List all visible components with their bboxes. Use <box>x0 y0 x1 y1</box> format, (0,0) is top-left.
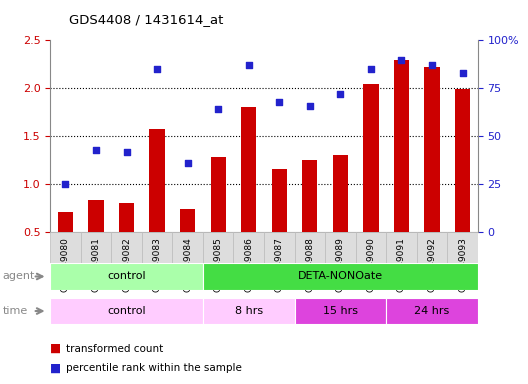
Bar <box>119 203 134 232</box>
Text: GSM549088: GSM549088 <box>305 237 314 292</box>
Text: 24 hrs: 24 hrs <box>414 306 450 316</box>
Bar <box>50 298 203 324</box>
Point <box>61 181 70 187</box>
Bar <box>211 157 226 232</box>
Bar <box>241 107 257 232</box>
Point <box>366 66 375 72</box>
Point <box>183 160 192 166</box>
Text: transformed count: transformed count <box>66 344 163 354</box>
Bar <box>333 155 348 232</box>
Bar <box>149 129 165 232</box>
Bar <box>425 67 440 232</box>
Point <box>122 149 131 155</box>
Bar <box>180 209 195 232</box>
Bar <box>455 89 470 232</box>
Text: DETA-NONOate: DETA-NONOate <box>298 271 383 281</box>
Text: GSM549084: GSM549084 <box>183 237 192 292</box>
Text: control: control <box>107 271 146 281</box>
Bar <box>271 169 287 232</box>
Bar <box>142 232 172 263</box>
Text: GSM549089: GSM549089 <box>336 237 345 292</box>
Text: GDS4408 / 1431614_at: GDS4408 / 1431614_at <box>69 13 223 26</box>
Point <box>397 56 406 63</box>
Text: GSM549080: GSM549080 <box>61 237 70 292</box>
Point <box>92 147 100 153</box>
Text: control: control <box>107 306 146 316</box>
Point <box>428 62 436 68</box>
Bar <box>203 298 295 324</box>
Bar <box>417 232 447 263</box>
Bar <box>363 84 379 232</box>
Point <box>336 91 345 97</box>
Text: agent: agent <box>3 271 35 281</box>
Text: GSM549092: GSM549092 <box>428 237 437 292</box>
Bar <box>356 232 386 263</box>
Bar <box>295 298 386 324</box>
Text: 15 hrs: 15 hrs <box>323 306 358 316</box>
Bar <box>264 232 295 263</box>
Text: GSM549090: GSM549090 <box>366 237 375 292</box>
Text: GSM549081: GSM549081 <box>91 237 100 292</box>
Text: GSM549083: GSM549083 <box>153 237 162 292</box>
Text: ■: ■ <box>50 361 61 374</box>
Text: 8 hrs: 8 hrs <box>234 306 263 316</box>
Bar <box>325 232 356 263</box>
Bar <box>111 232 142 263</box>
Text: ■: ■ <box>50 342 61 355</box>
Bar <box>50 263 203 290</box>
Text: GSM549086: GSM549086 <box>244 237 253 292</box>
Text: GSM549085: GSM549085 <box>214 237 223 292</box>
Text: GSM549093: GSM549093 <box>458 237 467 292</box>
Bar <box>295 232 325 263</box>
Point <box>458 70 467 76</box>
Bar <box>58 212 73 232</box>
Text: GSM549087: GSM549087 <box>275 237 284 292</box>
Bar <box>386 232 417 263</box>
Text: percentile rank within the sample: percentile rank within the sample <box>66 363 242 373</box>
Text: time: time <box>3 306 28 316</box>
Bar <box>386 298 478 324</box>
Point <box>306 103 314 109</box>
Bar <box>447 232 478 263</box>
Text: GSM549082: GSM549082 <box>122 237 131 292</box>
Point <box>244 62 253 68</box>
Point <box>275 99 284 105</box>
Bar <box>88 200 103 232</box>
Bar <box>394 60 409 232</box>
Bar <box>172 232 203 263</box>
Bar <box>203 263 478 290</box>
Bar <box>203 232 233 263</box>
Bar <box>233 232 264 263</box>
Point <box>153 66 162 72</box>
Point <box>214 106 222 113</box>
Text: GSM549091: GSM549091 <box>397 237 406 292</box>
Bar <box>81 232 111 263</box>
Bar <box>302 161 317 232</box>
Bar <box>50 232 81 263</box>
